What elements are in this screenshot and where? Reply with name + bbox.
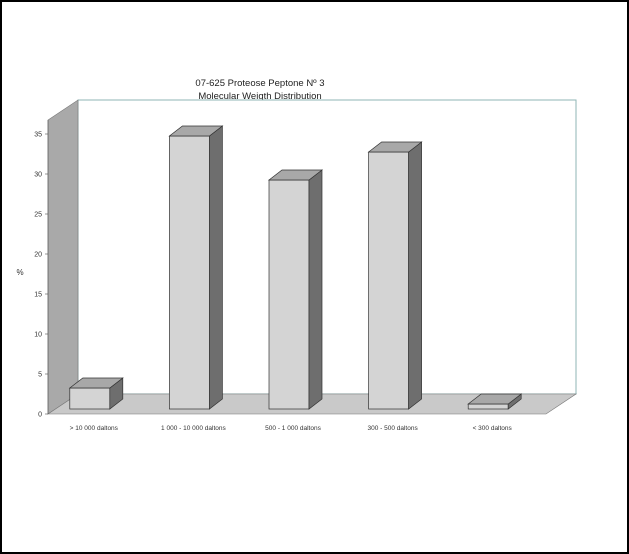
y-tick-label: 15 xyxy=(34,292,42,299)
bar-front xyxy=(268,179,310,410)
chart-title: 07-625 Proteose Peptone Nº 3 xyxy=(195,78,325,89)
bar-front xyxy=(368,151,409,410)
x-category-label: > 10 000 daltons xyxy=(70,425,119,432)
y-tick-label: 25 xyxy=(34,212,42,219)
y-tick-label: 30 xyxy=(34,172,42,179)
bar-top xyxy=(168,125,224,137)
bar-side xyxy=(308,169,323,410)
y-tick-label: 20 xyxy=(34,252,42,259)
bar-top xyxy=(367,141,423,153)
x-category-label: 300 - 500 daltons xyxy=(367,425,418,432)
chart-subtitle: Molecular Weigth Distribution xyxy=(198,91,322,102)
left-wall xyxy=(47,99,79,415)
bar-side xyxy=(209,125,223,410)
bar-top xyxy=(267,169,324,181)
bar-front xyxy=(69,387,111,410)
y-axis-label: % xyxy=(16,268,23,277)
bar-top xyxy=(68,377,124,389)
y-tick-label: 5 xyxy=(38,372,42,379)
x-category-label: < 300 daltons xyxy=(473,425,513,432)
bar-top xyxy=(467,393,523,405)
back-wall xyxy=(77,99,577,395)
bar-front xyxy=(169,135,210,410)
bar-front xyxy=(467,403,509,410)
y-tick-label: 35 xyxy=(34,132,42,139)
x-category-label: 1 000 - 10 000 daltons xyxy=(161,425,226,432)
x-category-label: 500 - 1 000 daltons xyxy=(265,425,321,432)
bar-side xyxy=(408,141,422,410)
y-tick-label: 0 xyxy=(38,412,42,419)
y-tick-label: 10 xyxy=(34,332,42,339)
